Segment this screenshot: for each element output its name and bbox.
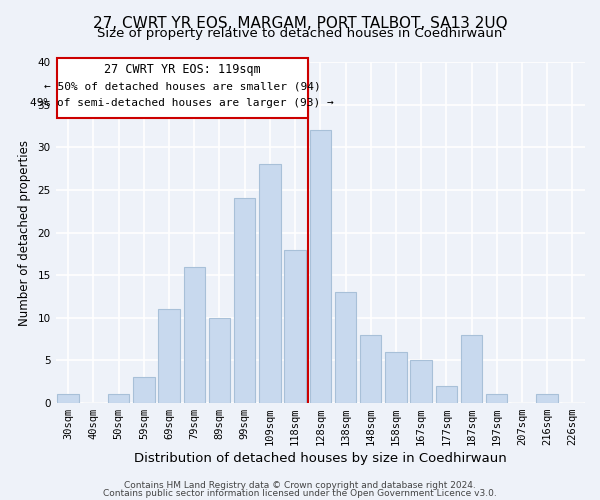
Text: 27 CWRT YR EOS: 119sqm: 27 CWRT YR EOS: 119sqm [104,62,260,76]
Bar [184,266,205,402]
Bar [410,360,432,403]
Text: 27, CWRT YR EOS, MARGAM, PORT TALBOT, SA13 2UQ: 27, CWRT YR EOS, MARGAM, PORT TALBOT, SA… [92,16,508,31]
Bar [58,394,79,402]
Bar [335,292,356,403]
Bar [360,334,382,402]
Bar [234,198,256,402]
Bar [536,394,558,402]
Bar [284,250,306,402]
Bar [158,309,180,402]
Bar [461,334,482,402]
X-axis label: Distribution of detached houses by size in Coedhirwaun: Distribution of detached houses by size … [134,452,506,465]
Bar [209,318,230,402]
Bar [486,394,508,402]
Text: Contains HM Land Registry data © Crown copyright and database right 2024.: Contains HM Land Registry data © Crown c… [124,482,476,490]
Bar [385,352,407,403]
Bar [259,164,281,402]
Text: 49% of semi-detached houses are larger (93) →: 49% of semi-detached houses are larger (… [31,98,334,108]
Bar [436,386,457,402]
Text: Size of property relative to detached houses in Coedhirwaun: Size of property relative to detached ho… [97,28,503,40]
Text: ← 50% of detached houses are smaller (94): ← 50% of detached houses are smaller (94… [44,81,320,91]
Bar [108,394,130,402]
Text: Contains public sector information licensed under the Open Government Licence v3: Contains public sector information licen… [103,489,497,498]
Y-axis label: Number of detached properties: Number of detached properties [17,140,31,326]
Bar [310,130,331,402]
Bar [57,58,308,118]
Bar [133,377,155,402]
